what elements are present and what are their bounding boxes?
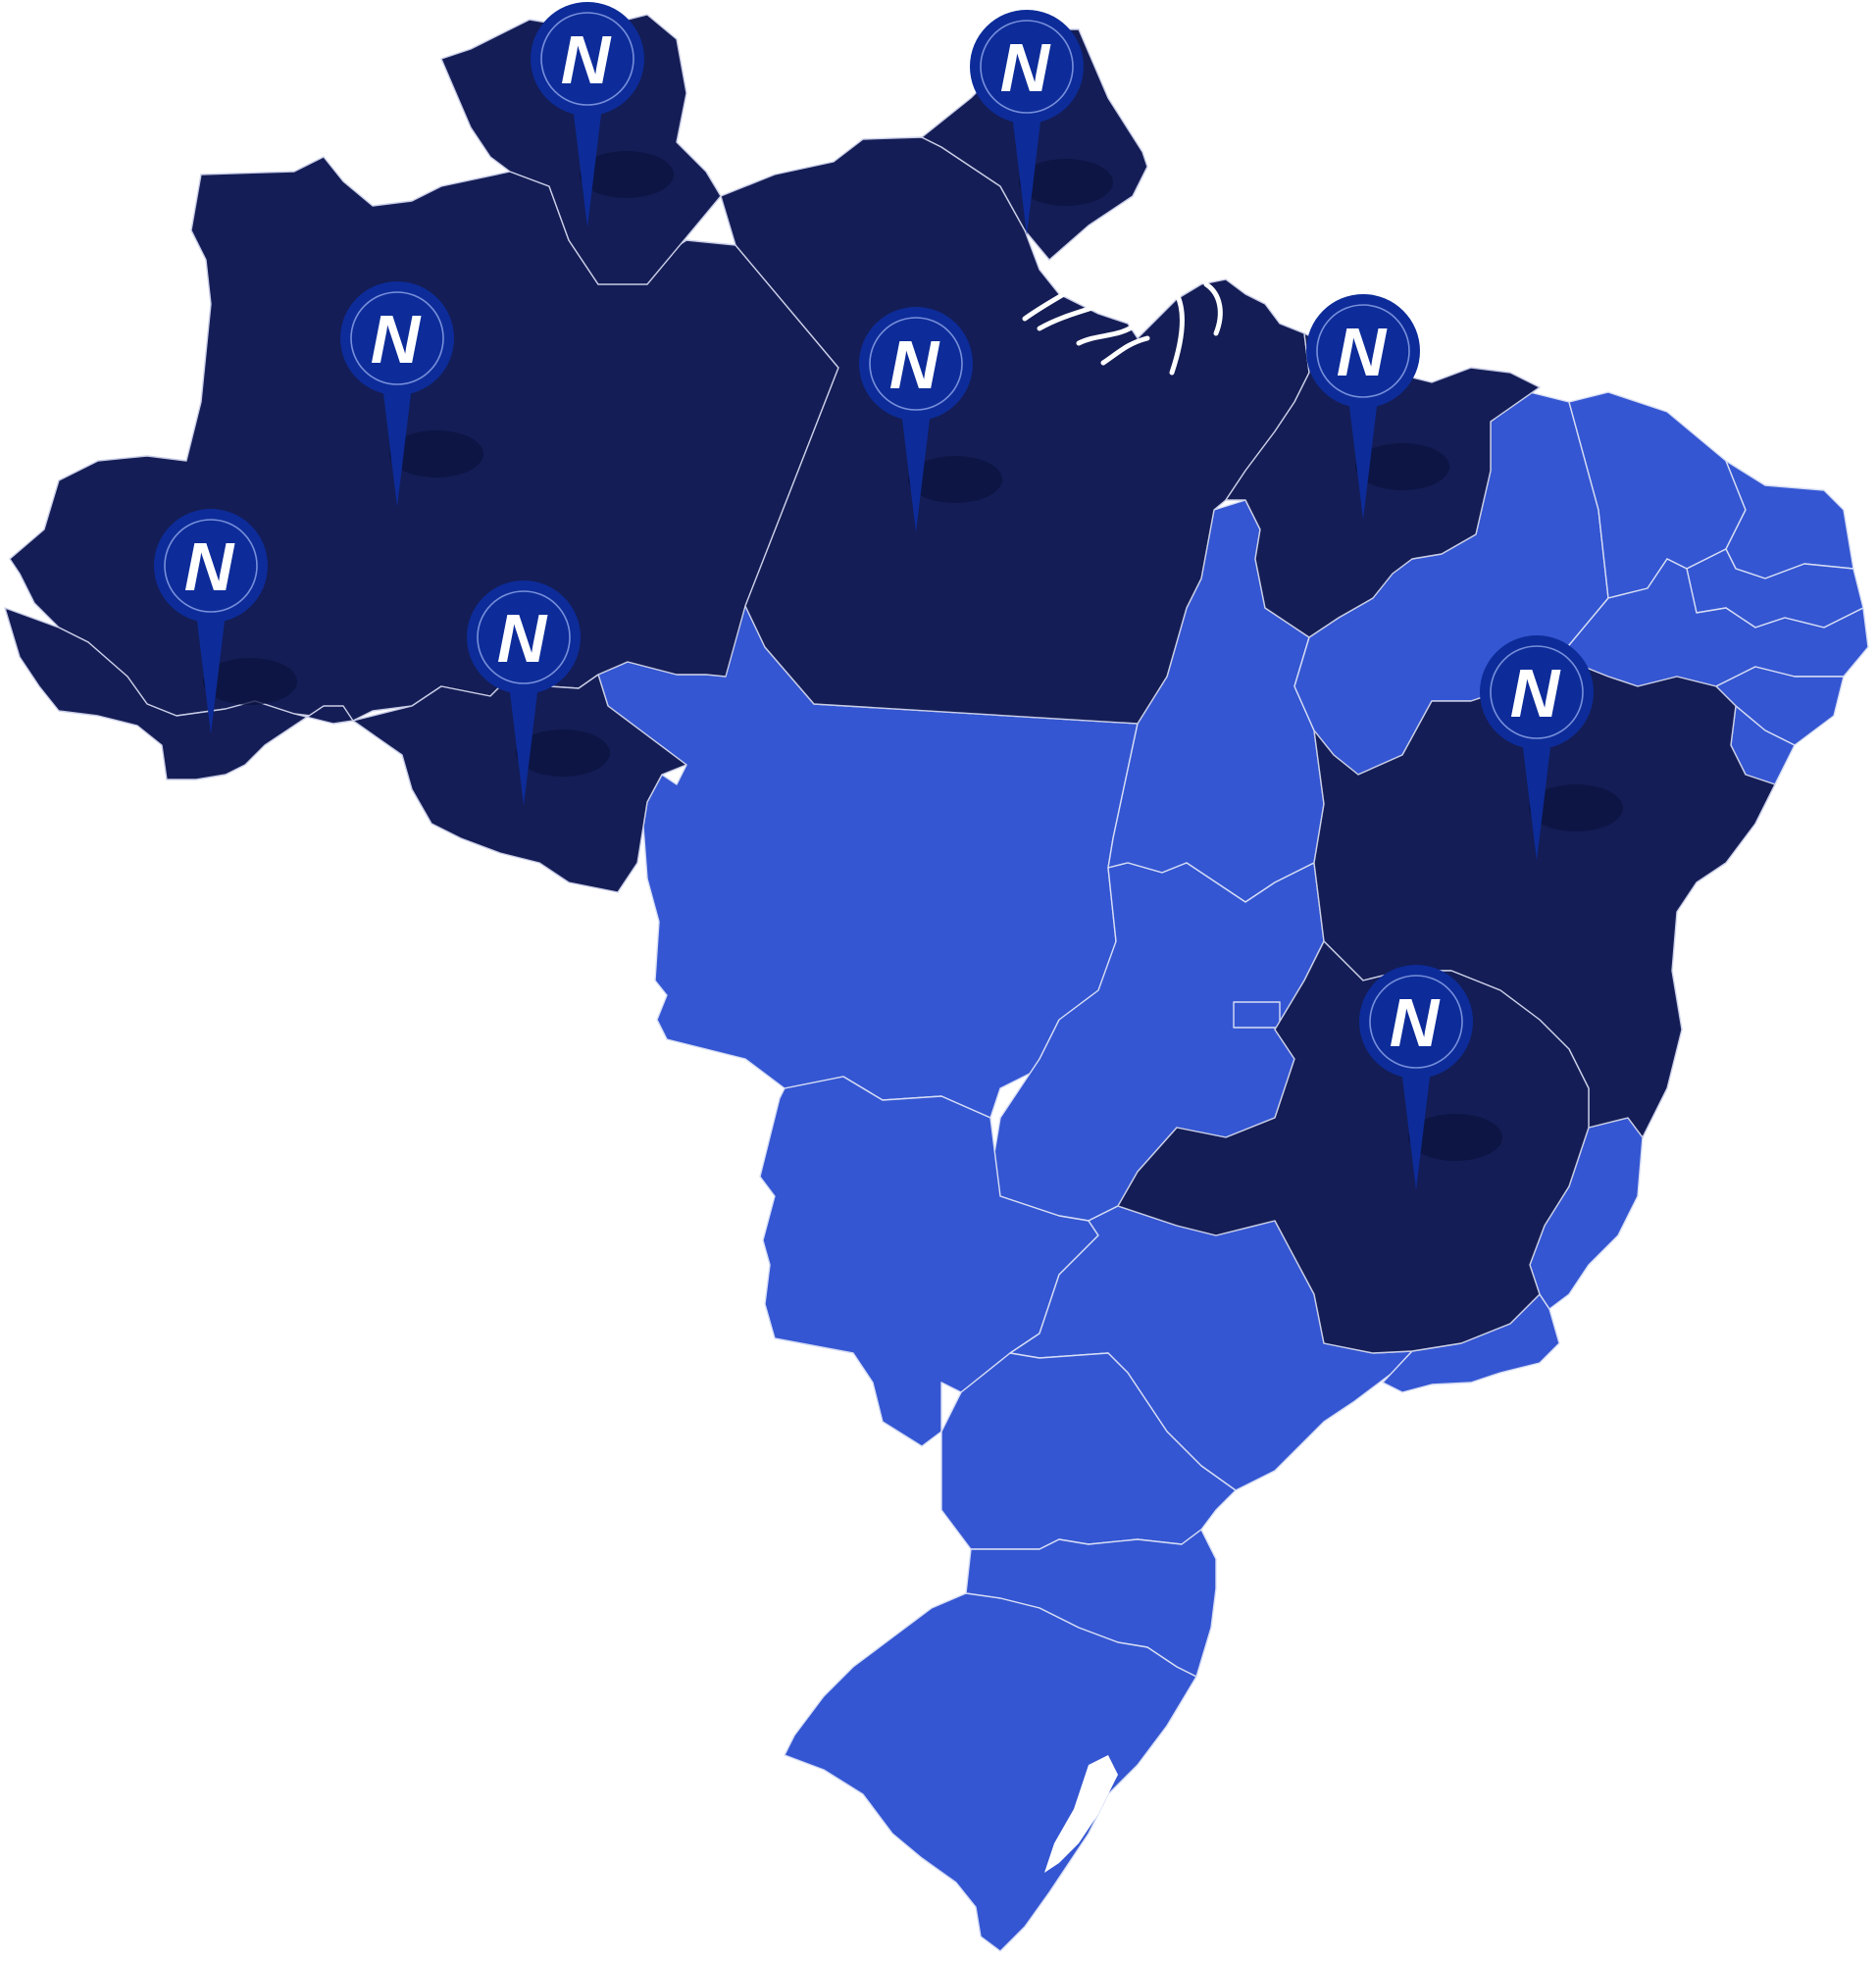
location-pin-icon: [900, 403, 932, 532]
marker-am[interactable]: N: [340, 281, 483, 507]
marker-shadow: [203, 658, 297, 705]
marker-letter: N: [561, 22, 612, 98]
location-pin-icon: [1011, 106, 1042, 235]
marker-ring: [164, 519, 258, 613]
marker-head: [1359, 965, 1473, 1079]
location-pin-icon: [1400, 1061, 1432, 1190]
location-pin-icon: [572, 98, 603, 227]
marker-shadow: [1408, 1114, 1502, 1161]
location-pin-icon: [1521, 731, 1552, 861]
marker-head: [1306, 294, 1420, 408]
marker-head: [467, 580, 581, 694]
marker-letter: N: [889, 327, 940, 403]
marker-shadow: [516, 729, 610, 777]
marker-head: [1480, 635, 1594, 749]
marker-ring: [980, 20, 1074, 114]
marker-head: [970, 10, 1084, 124]
marker-rr[interactable]: N: [531, 2, 674, 227]
marker-pa[interactable]: N: [859, 307, 1002, 532]
marker-ap[interactable]: N: [970, 10, 1113, 235]
marker-ring: [350, 291, 444, 385]
marker-head: [859, 307, 973, 421]
marker-ring: [1490, 645, 1584, 739]
state-mg: [1117, 940, 1590, 1354]
marker-ba[interactable]: N: [1480, 635, 1623, 861]
location-pin-icon: [1347, 390, 1379, 520]
marker-head: [531, 2, 644, 116]
marker-shadow: [389, 430, 483, 478]
state-ms: [759, 1076, 1099, 1447]
location-pin-icon: [508, 677, 539, 806]
marker-head: [340, 281, 454, 395]
marker-letter: N: [1510, 655, 1561, 731]
marker-shadow: [1529, 784, 1623, 831]
state-rs: [784, 1592, 1197, 1952]
marker-shadow: [580, 151, 674, 198]
marker-letter: N: [497, 600, 548, 677]
location-pin-icon: [381, 377, 413, 507]
lagoa-dos-patos: [1044, 1755, 1118, 1873]
markers-layer: N N N N N N N N N: [154, 2, 1623, 1190]
marker-head: [154, 509, 268, 623]
marker-shadow: [908, 456, 1002, 503]
marker-letter: N: [371, 301, 422, 377]
amazon-delta: [1022, 203, 1223, 376]
marker-mg[interactable]: N: [1359, 965, 1502, 1190]
marker-ring: [869, 317, 963, 411]
marker-letter: N: [1000, 29, 1051, 106]
location-pin-icon: [195, 605, 227, 734]
marker-ma[interactable]: N: [1306, 294, 1449, 520]
marker-ro[interactable]: N: [467, 580, 610, 806]
state-ac: [4, 607, 354, 780]
state-df: [1233, 1001, 1281, 1029]
marker-ac[interactable]: N: [154, 509, 297, 734]
marker-ring: [477, 590, 571, 684]
marker-shadow: [1019, 159, 1113, 206]
marker-letter: N: [1390, 984, 1441, 1061]
marker-ring: [540, 12, 634, 106]
marker-shadow: [1355, 443, 1449, 490]
state-ba: [1313, 656, 1776, 1138]
inactive-states: [597, 391, 1869, 1952]
marker-ring: [1316, 304, 1410, 398]
marker-ring: [1369, 975, 1463, 1069]
marker-letter: N: [184, 528, 235, 605]
state-rn: [1725, 460, 1854, 579]
marker-letter: N: [1337, 314, 1388, 390]
